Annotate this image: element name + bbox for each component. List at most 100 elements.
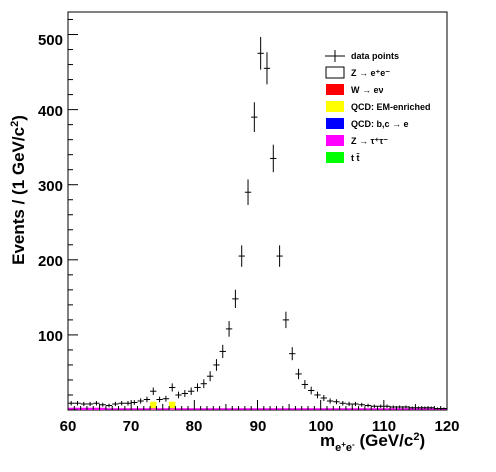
legend-label-ttbar: t t̄	[351, 153, 360, 163]
data-point	[339, 400, 346, 406]
y-axis-title: Events / (1 GeV/c2)	[9, 115, 28, 265]
data-point	[289, 347, 296, 361]
data-point	[308, 386, 315, 395]
data-point	[143, 396, 151, 403]
data-point	[118, 400, 125, 406]
x-axis-title-sub-sup1: +	[341, 440, 346, 449]
data-point	[421, 406, 429, 410]
data-point	[434, 407, 441, 410]
x-tick-label: 70	[123, 418, 140, 435]
data-point	[99, 402, 106, 407]
data-point	[175, 391, 182, 399]
data-point	[396, 405, 403, 409]
data-point	[219, 344, 226, 359]
x-axis-title-unit: (GeV/c	[355, 431, 414, 450]
data-point	[352, 401, 359, 407]
legend-entry-qcd-em: QCD: EM-enriched	[326, 101, 431, 112]
data-point	[326, 398, 334, 404]
data-point	[86, 401, 94, 407]
legend-swatch-qcd-bc	[326, 118, 344, 129]
x-axis-title-m: m	[320, 431, 335, 450]
data-point	[270, 144, 277, 173]
legend-swatch-w-enu	[326, 84, 344, 95]
data-point	[80, 401, 87, 407]
data-point	[257, 36, 264, 70]
data-point	[402, 405, 410, 409]
data-point	[225, 321, 233, 337]
data-point	[358, 402, 365, 407]
data-point	[440, 407, 447, 410]
legend-entry-data: data points	[325, 50, 399, 62]
y-tick-label: 300	[38, 178, 63, 195]
data-point	[409, 406, 416, 410]
y-tick-label: 400	[38, 103, 63, 120]
data-point	[276, 245, 283, 267]
x-axis-title-sub-sup2: -	[352, 440, 355, 449]
legend-entry-ttbar: t t̄	[326, 152, 360, 163]
x-axis-title-unit-sup: 2	[413, 431, 419, 443]
data-point	[371, 404, 378, 408]
data-points-layer	[68, 36, 447, 410]
mc-bin	[150, 401, 157, 410]
data-point	[112, 401, 119, 407]
data-point	[390, 405, 397, 409]
legend-label-z-tautau: Z → τ⁺τ⁻	[351, 136, 388, 146]
data-point	[282, 311, 290, 329]
data-point	[137, 398, 144, 404]
x-tick-label: 110	[372, 418, 396, 435]
y-axis-title-tail: )	[9, 115, 28, 121]
y-tick-label: 100	[38, 328, 63, 345]
data-point	[169, 383, 176, 392]
data-point	[232, 289, 239, 308]
legend: data points Z → e⁺e⁻ W → eν QCD: EM-enri…	[325, 50, 431, 163]
legend-label-data: data points	[351, 51, 399, 61]
data-point	[206, 371, 214, 382]
data-point	[244, 179, 252, 206]
data-point	[200, 379, 207, 389]
data-point	[105, 403, 113, 408]
data-point	[181, 389, 189, 398]
legend-label-qcd-bc: QCD: b,c → e	[351, 119, 409, 129]
legend-swatch-z-ee	[325, 66, 345, 79]
data-point	[156, 396, 163, 403]
plot-frame	[67, 11, 448, 411]
x-axis-title-unit-tail: )	[419, 431, 425, 450]
data-point	[194, 383, 201, 392]
data-point	[188, 387, 195, 395]
data-point	[251, 102, 258, 132]
legend-swatch-qcd-em	[326, 101, 344, 112]
data-point	[415, 406, 422, 410]
data-point	[238, 245, 245, 267]
x-axis-title-sub-mid: e	[346, 442, 352, 454]
x-tick-label: 90	[250, 418, 267, 435]
legend-label-z-ee: Z → e⁺e⁻	[351, 68, 390, 78]
data-point	[345, 401, 353, 407]
legend-entry-z-ee: Z → e⁺e⁻	[325, 66, 390, 79]
data-point	[150, 387, 157, 395]
data-point	[320, 394, 327, 401]
legend-swatch-z-tautau	[326, 135, 344, 146]
data-point	[295, 368, 302, 380]
legend-swatch-ttbar	[326, 152, 344, 163]
data-point	[213, 359, 220, 371]
data-point	[93, 400, 100, 406]
x-tick-label: 100	[308, 418, 333, 435]
legend-label-qcd-em: QCD: EM-enriched	[351, 102, 431, 112]
data-point	[314, 391, 321, 399]
mc-bin	[169, 401, 176, 410]
data-point	[68, 400, 75, 406]
data-point	[428, 406, 435, 410]
legend-entry-z-tautau: Z → τ⁺τ⁻	[326, 135, 388, 146]
data-point	[333, 399, 340, 405]
x-tick-label: 80	[186, 418, 203, 435]
x-axis-title-sub: e	[335, 442, 341, 454]
data-point	[162, 395, 170, 402]
x-tick-label: 120	[434, 418, 459, 435]
x-axis-title: me+e- (GeV/c2)	[320, 431, 425, 454]
legend-entry-qcd-bc: QCD: b,c → e	[326, 118, 409, 129]
y-axis-title-main: Events / (1 GeV/c	[9, 127, 28, 265]
legend-label-w-enu: W → eν	[351, 85, 384, 95]
data-point	[131, 400, 138, 405]
y-tick-label: 500	[38, 32, 63, 49]
